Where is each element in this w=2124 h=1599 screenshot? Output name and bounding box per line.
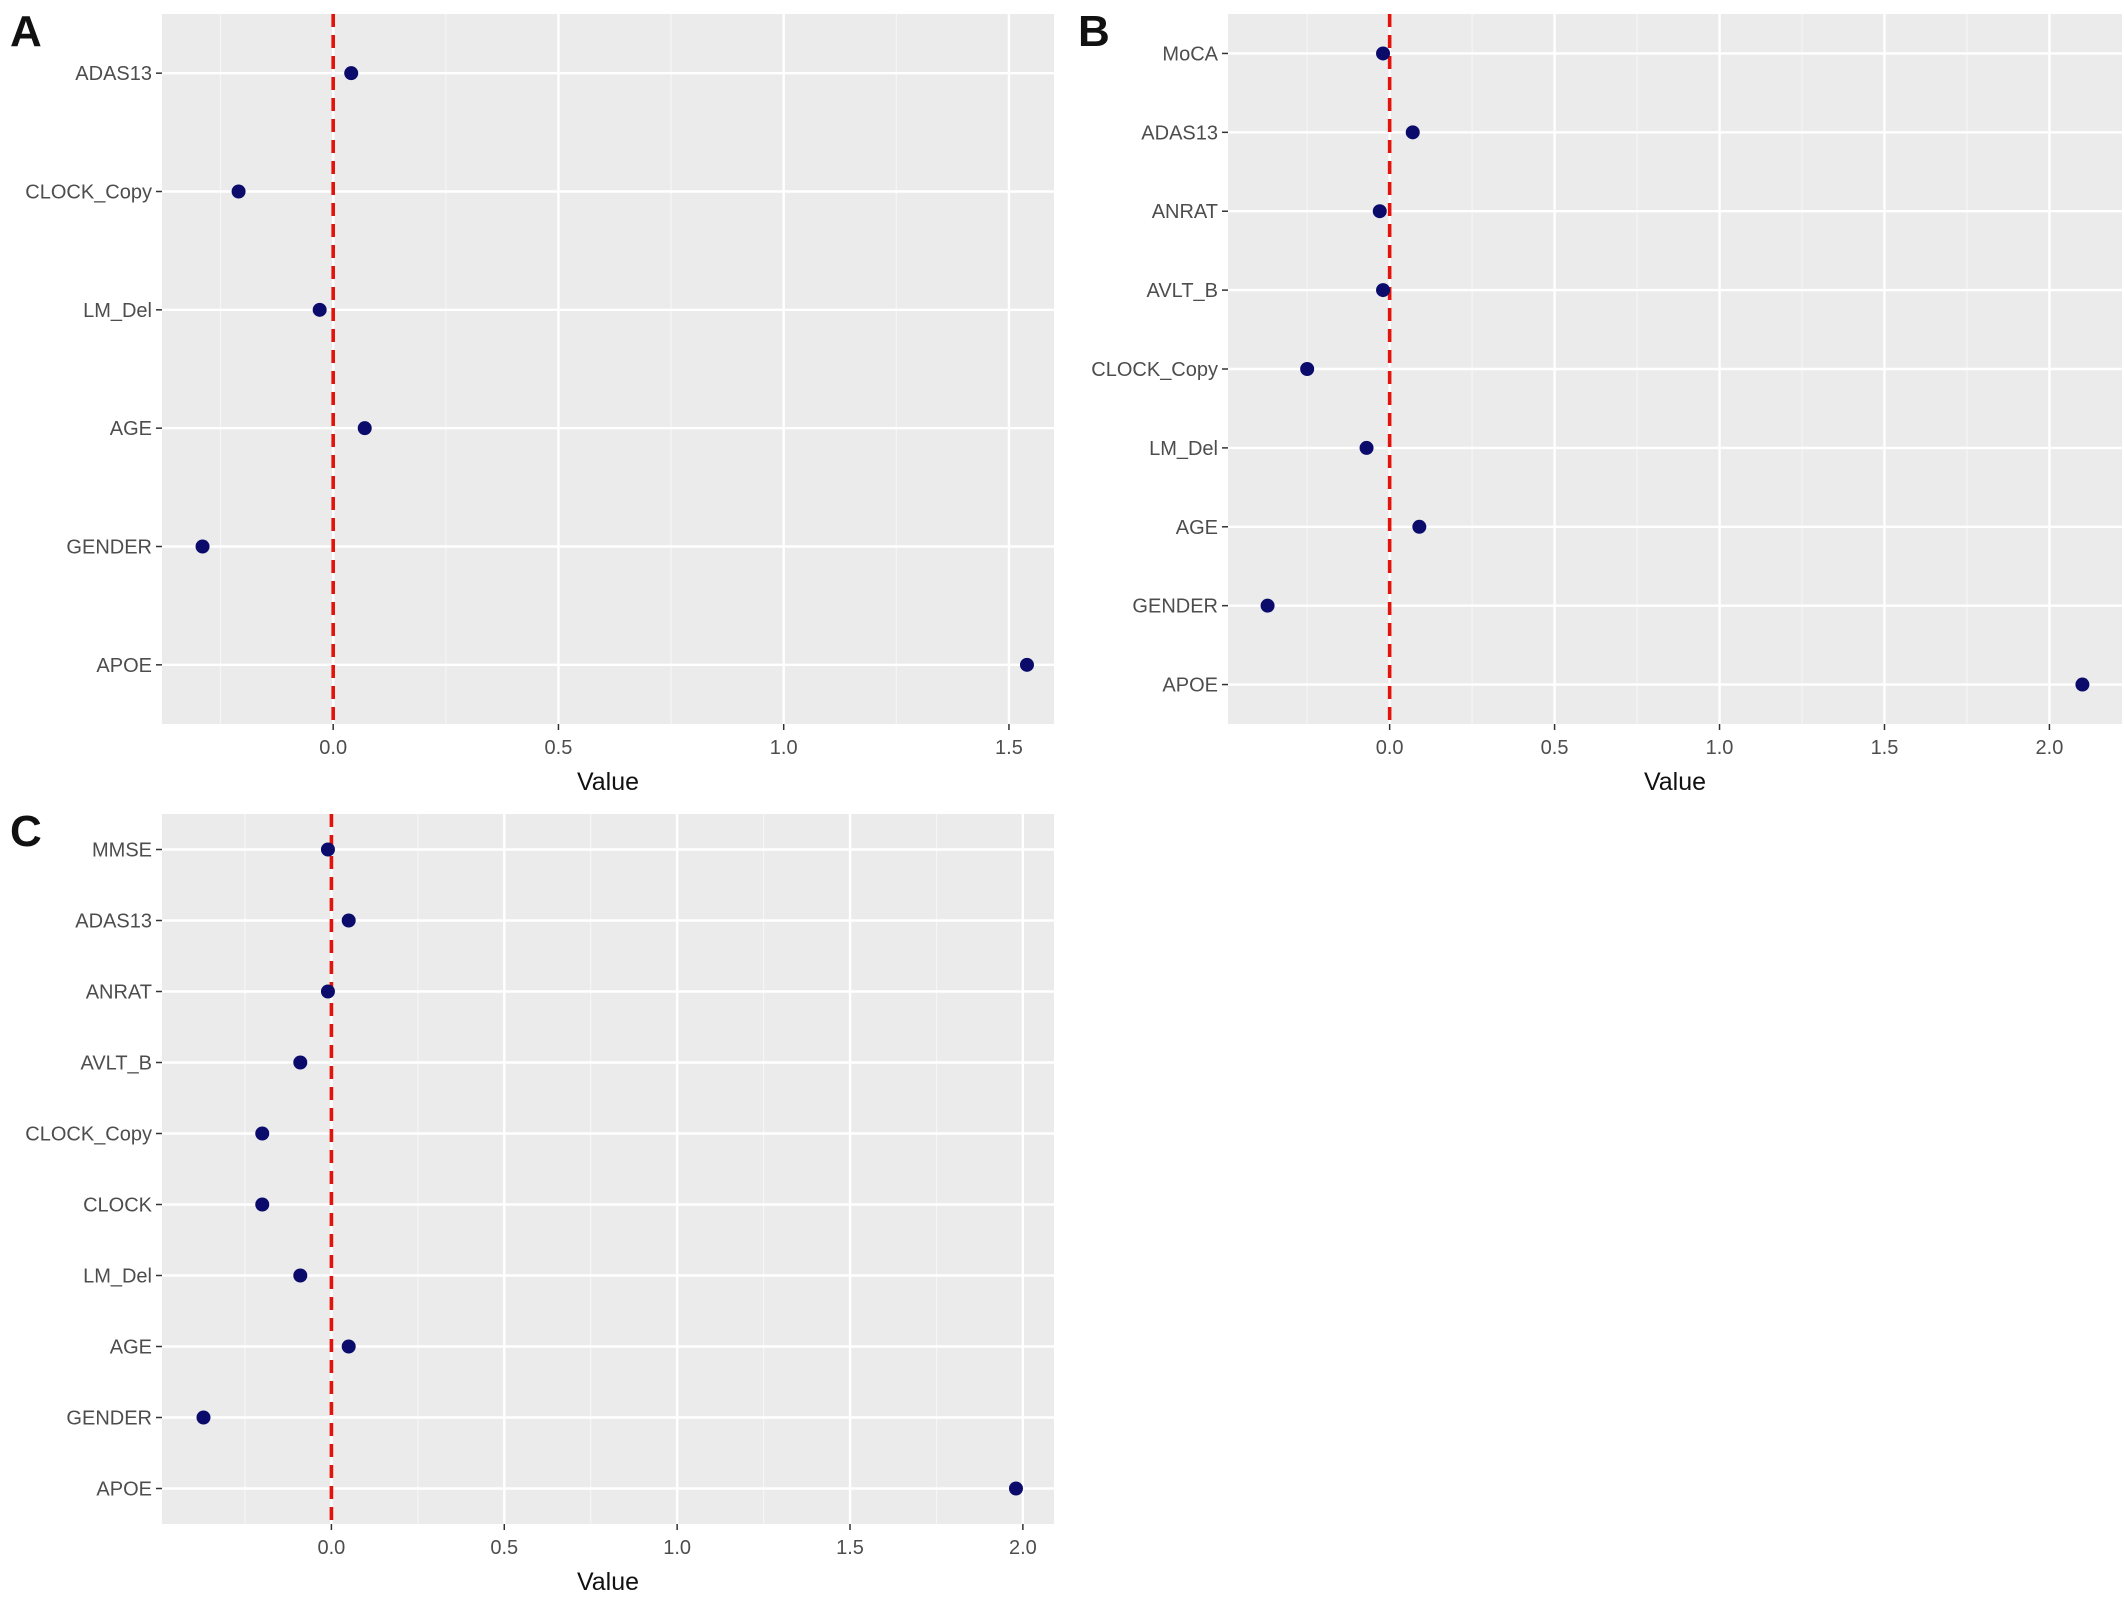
x-tick-label-a: 0.0 [319,737,347,759]
y-tick-label-c: ANRAT [86,982,152,1004]
x-axis-title-c: Value [577,1568,639,1596]
x-tick-label-c: 2.0 [1009,1537,1037,1559]
x-axis-title-a: Value [577,768,639,796]
x-tick-label-b: 0.0 [1376,737,1404,759]
y-tick-label-c: CLOCK [83,1195,153,1217]
data-point-b-lm_del [1359,440,1374,455]
plot-background-a [162,14,1054,724]
data-point-c-apoe [1008,1481,1023,1496]
x-axis-title-b: Value [1644,768,1706,796]
data-point-c-mmse [320,842,335,857]
x-tick-label-c: 0.5 [490,1537,518,1559]
data-point-b-apoe [2075,677,2090,692]
data-point-c-age [341,1339,356,1354]
x-tick-label-c: 0.0 [318,1537,346,1559]
y-tick-label-a: LM_Del [83,300,152,322]
data-point-b-gender [1260,598,1275,613]
data-point-a-clock_copy [231,184,246,199]
panel-c: C MMSE ADAS13 ANRAT AVLT_B CLOCK_Copy CLOCK LM_… [10,807,1054,1596]
data-point-a-adas13 [344,66,359,81]
y-tick-label-c: AVLT_B [80,1053,152,1075]
data-point-a-lm_del [312,302,327,317]
data-point-a-age [357,421,372,436]
y-tick-label-b: GENDER [1132,596,1218,618]
data-point-c-clock_copy [255,1126,270,1141]
x-tick-label-c: 1.0 [663,1537,691,1559]
y-tick-label-c: LM_Del [83,1266,152,1288]
data-point-b-avlt_b [1376,283,1391,298]
y-tick-label-a: GENDER [66,537,152,559]
y-tick-label-b: AVLT_B [1146,280,1218,302]
x-tick-label-a: 1.0 [770,737,798,759]
panel-a: A ADAS13 CLOCK_Copy LM_Del AGE GENDER APOE 0.0 0… [10,7,1054,796]
y-tick-label-c: ADAS13 [75,911,152,933]
x-tick-label-b: 0.5 [1541,737,1569,759]
y-tick-label-c: MMSE [92,840,152,862]
panel-label-c: C [10,807,42,856]
y-tick-label-b: ANRAT [1152,201,1218,223]
data-point-b-adas13 [1405,125,1420,140]
y-tick-label-b: LM_Del [1149,438,1218,460]
y-tick-label-c: CLOCK_Copy [25,1124,152,1146]
y-tick-label-a: ADAS13 [75,63,152,85]
x-tick-label-b: 1.0 [1706,737,1734,759]
y-tick-label-b: AGE [1176,517,1218,539]
y-tick-label-a: AGE [110,418,152,440]
y-tick-label-c: AGE [110,1337,152,1359]
y-tick-label-b: ADAS13 [1141,122,1218,144]
x-tick-label-c: 1.5 [836,1537,864,1559]
y-tick-label-a: CLOCK_Copy [25,182,152,204]
data-point-b-clock_copy [1300,362,1315,376]
y-tick-label-b: MoCA [1162,43,1218,65]
data-point-c-adas13 [341,913,356,928]
data-point-b-moca [1376,46,1391,61]
data-point-b-anrat [1372,204,1387,219]
y-tick-label-b: CLOCK_Copy [1091,359,1218,381]
y-tick-label-c: APOE [96,1479,152,1501]
panel-label-b: B [1078,7,1110,56]
data-point-c-gender [196,1410,211,1425]
x-tick-label-a: 1.5 [995,737,1023,759]
data-point-b-age [1412,519,1427,534]
data-point-c-anrat [320,984,335,999]
data-point-c-lm_del [293,1268,308,1283]
y-tick-label-a: APOE [96,655,152,677]
y-tick-label-c: GENDER [66,1408,152,1430]
panel-label-a: A [10,7,42,56]
data-point-a-apoe [1019,657,1034,672]
x-tick-label-b: 2.0 [2036,737,2064,759]
data-point-a-gender [195,539,210,554]
x-tick-label-b: 1.5 [1871,737,1899,759]
data-point-c-clock [255,1197,270,1212]
panel-b: B MoCA ADAS13 ANRAT AVLT_B CLOCK_Copy LM_Del AG… [1078,7,2122,796]
y-tick-label-b: APOE [1162,675,1218,697]
plot-background-c [162,814,1054,1524]
data-point-c-avlt_b [293,1055,308,1070]
x-tick-label-a: 0.5 [545,737,573,759]
